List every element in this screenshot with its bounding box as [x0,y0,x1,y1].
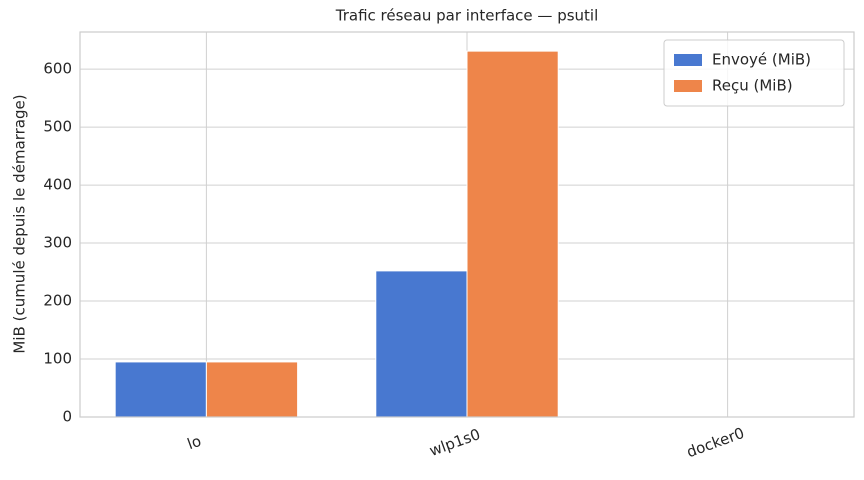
y-tick-label: 100 [43,350,72,368]
y-tick-label: 300 [43,234,72,252]
legend-swatch [674,80,702,92]
legend-label: Envoyé (MiB) [712,51,811,69]
y-tick-label: 500 [43,118,72,136]
legend: Envoyé (MiB) Reçu (MiB) [663,39,845,107]
y-tick-label: 0 [62,408,72,426]
y-tick-label: 600 [43,60,72,78]
legend-box [663,39,845,107]
x-tick-label: docker0 [684,424,747,461]
x-tick-label: lo [185,432,204,453]
x-tick-label: wlp1s0 [427,425,483,460]
legend-label: Reçu (MiB) [712,77,793,95]
y-axis-label: MiB (cumulé depuis le démarrage) [11,94,29,353]
y-tick-label: 200 [43,292,72,310]
bar [114,361,207,418]
legend-swatch [674,54,702,66]
bar [375,270,468,418]
y-tick-label: 400 [43,176,72,194]
bar [466,50,559,418]
chart-title: Trafic réseau par interface — psutil [335,7,599,25]
bar [205,361,299,418]
plot-frame [79,31,855,418]
